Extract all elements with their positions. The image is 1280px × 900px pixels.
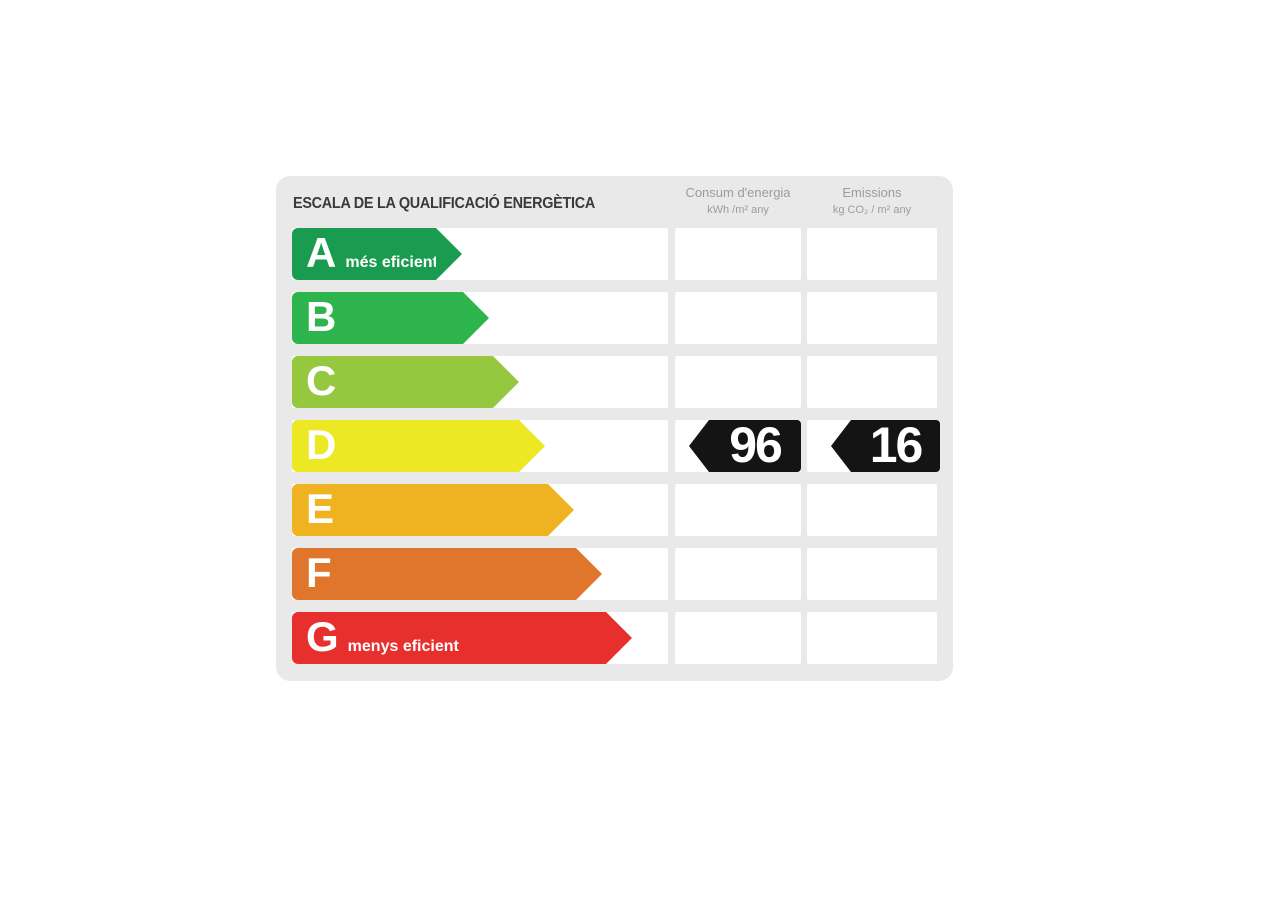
grade-letter: F — [306, 549, 332, 596]
grade-arrow: F — [292, 548, 602, 600]
scale-row-g: G menys eficient — [276, 612, 953, 664]
grade-arrow: A més eficient — [292, 228, 462, 280]
grade-arrow-body: G menys eficient — [292, 612, 606, 664]
grade-arrow-tip-icon — [576, 548, 602, 600]
consum-header-line1: Consum d'energia — [685, 185, 791, 200]
grade-arrow: B — [292, 292, 489, 344]
emissions-cell — [807, 356, 937, 408]
emissions-cell — [807, 292, 937, 344]
consum-rating-arrow: 96 — [689, 420, 801, 472]
grade-letter: E — [306, 485, 335, 532]
grade-letter: D — [306, 421, 337, 468]
emissions-header-line1: Emissions — [842, 185, 902, 200]
emissions-column-header: Emissions kg CO₂ / m² any — [807, 184, 937, 218]
consum-header-line2: kWh /m² any — [707, 203, 769, 216]
consum-cell — [675, 356, 801, 408]
consum-column-header: Consum d'energia kWh /m² any — [675, 184, 801, 218]
emissions-cell — [807, 484, 937, 536]
grade-arrow-tip-icon — [463, 292, 489, 344]
consum-rating-arrow-body: 96 — [709, 420, 801, 472]
grade-arrow-tip-icon — [493, 356, 519, 408]
emissions-cell — [807, 612, 937, 664]
emissions-cell — [807, 548, 937, 600]
grade-arrow: D — [292, 420, 545, 472]
scale-row-a: A més eficient — [276, 228, 953, 280]
scale-row-f: F — [276, 548, 953, 600]
grade-arrow-body: A més eficient — [292, 228, 438, 280]
grade-arrow-tip-icon — [606, 612, 632, 664]
consum-cell — [675, 292, 801, 344]
grade-arrow-tip-icon — [436, 228, 462, 280]
consum-cell — [675, 484, 801, 536]
emissions-header-line2: kg CO₂ / m² any — [832, 203, 912, 216]
scale-row-e: E — [276, 484, 953, 536]
grade-arrow-body: F — [292, 548, 576, 600]
emissions-rating-value: 16 — [869, 416, 924, 473]
grade-arrow: G menys eficient — [292, 612, 632, 664]
energy-rating-panel: ESCALA DE LA QUALIFICACIÓ ENERGÈTICA Con… — [276, 176, 953, 681]
left-pointer-icon — [831, 420, 851, 472]
grade-letter: C — [306, 357, 337, 404]
grade-arrow-body: D — [292, 420, 519, 472]
grade-arrow-tip-icon — [548, 484, 574, 536]
scale-row-c: C — [276, 356, 953, 408]
consum-rating-value: 96 — [729, 416, 783, 473]
consum-cell — [675, 548, 801, 600]
grade-note: menys eficient — [347, 638, 459, 655]
consum-cell — [675, 228, 801, 280]
emissions-rating-arrow: 16 — [831, 420, 940, 472]
grade-arrow: E — [292, 484, 574, 536]
emissions-rating-arrow-body: 16 — [851, 420, 940, 472]
scale-row-b: B — [276, 292, 953, 344]
grade-letter: A — [306, 229, 337, 276]
grade-arrow: C — [292, 356, 519, 408]
panel-title: ESCALA DE LA QUALIFICACIÓ ENERGÈTICA — [293, 195, 596, 212]
emissions-cell — [807, 228, 937, 280]
left-pointer-icon — [689, 420, 709, 472]
grade-arrow-body: E — [292, 484, 548, 536]
consum-cell — [675, 612, 801, 664]
grade-arrow-body: C — [292, 356, 493, 408]
grade-note: més eficient — [345, 254, 438, 271]
grade-arrow-body: B — [292, 292, 463, 344]
grade-letter: G — [306, 613, 339, 660]
grade-arrow-tip-icon — [519, 420, 545, 472]
scale-rows: A més eficient B C — [276, 176, 953, 681]
grade-letter: B — [306, 293, 337, 340]
